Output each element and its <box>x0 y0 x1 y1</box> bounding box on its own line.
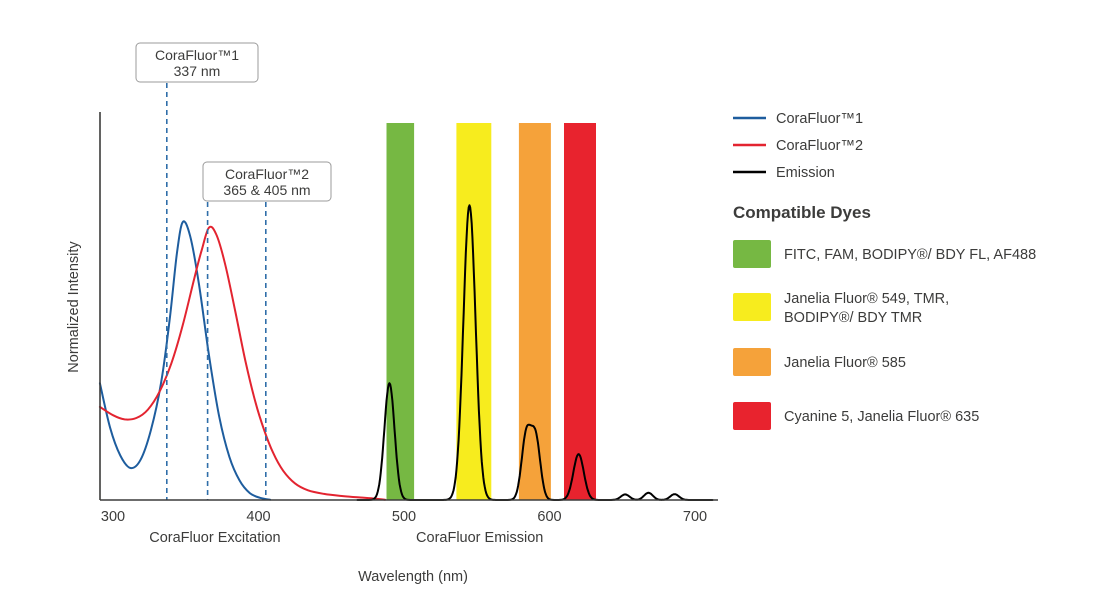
red-dye-swatch <box>733 402 771 430</box>
legend-label-corafluor2: CoraFluor™2 <box>776 138 863 154</box>
corafluor1-curve <box>98 220 272 501</box>
corafluor2-curve <box>98 225 387 501</box>
filter-bands-group <box>386 123 596 500</box>
legend-item-corafluor1: CoraFluor™1 <box>733 111 863 127</box>
legend-item-corafluor2: CoraFluor™2 <box>733 138 863 154</box>
x-tick-400: 400 <box>246 509 270 525</box>
yellow-dye-swatch <box>733 293 771 321</box>
annotation-title: CoraFluor™2 <box>225 166 309 182</box>
dye-item-red: Cyanine 5, Janelia Fluor® 635 <box>733 402 979 430</box>
annotation-lines-group <box>166 83 267 500</box>
annotation-title: CoraFluor™1 <box>155 47 239 63</box>
green-filter-band <box>386 123 415 500</box>
legend-label-corafluor1: CoraFluor™1 <box>776 111 863 127</box>
axis-group-label-0: CoraFluor Excitation <box>149 530 280 546</box>
compatible-dyes-heading: Compatible Dyes <box>733 203 871 222</box>
axis-group-labels-group: CoraFluor Excitation CoraFluor Emission <box>149 530 543 546</box>
red-dye-label: Cyanine 5, Janelia Fluor® 635 <box>784 409 979 425</box>
legend-series-group: CoraFluor™1 CoraFluor™2 Emission <box>733 111 863 181</box>
green-dye-label: FITC, FAM, BODIPY®/ BDY FL, AF488 <box>784 247 1036 263</box>
x-tick-700: 700 <box>683 509 707 525</box>
axis-group-label-1: CoraFluor Emission <box>416 530 543 546</box>
annotation-value: 365 & 405 nm <box>223 182 310 198</box>
x-tick-300: 300 <box>101 509 125 525</box>
green-dye-swatch <box>733 240 771 268</box>
annotation-value: 337 nm <box>174 63 221 79</box>
dye-item-yellow: Janelia Fluor® 549, TMR, BODIPY®/ BDY TMR <box>733 291 949 326</box>
x-axis-label: Wavelength (nm) <box>358 569 468 585</box>
yellow-filter-band <box>456 123 492 500</box>
legend-label-emission: Emission <box>776 165 835 181</box>
legend-item-emission: Emission <box>733 165 835 181</box>
x-tick-500: 500 <box>392 509 416 525</box>
annotation-box <box>202 161 332 202</box>
annotation-box <box>135 42 259 83</box>
x-tick-labels-group: 300 400 500 600 700 <box>101 509 707 525</box>
annotation-corafluor2: CoraFluor™2 365 & 405 nm <box>202 161 332 202</box>
yellow-dye-label: BODIPY®/ BDY TMR <box>784 310 922 326</box>
dye-item-green: FITC, FAM, BODIPY®/ BDY FL, AF488 <box>733 240 1036 268</box>
orange-dye-swatch <box>733 348 771 376</box>
y-axis-label: Normalized Intensity <box>66 241 82 373</box>
red-filter-band <box>564 123 596 500</box>
orange-dye-label: Janelia Fluor® 585 <box>784 355 906 371</box>
yellow-dye-label: Janelia Fluor® 549, TMR, <box>784 291 949 307</box>
x-tick-600: 600 <box>537 509 561 525</box>
annotation-corafluor1: CoraFluor™1 337 nm <box>135 42 259 83</box>
legend-dyes-group: FITC, FAM, BODIPY®/ BDY FL, AF488 Janelia… <box>733 240 1036 430</box>
dye-item-orange: Janelia Fluor® 585 <box>733 348 906 376</box>
